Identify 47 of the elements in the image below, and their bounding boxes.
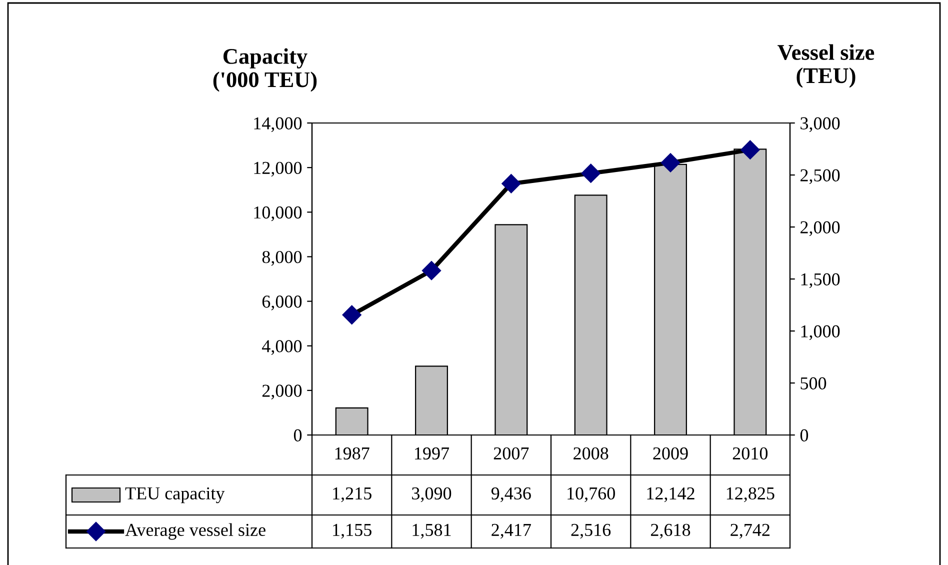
y2-tick-label: 500 xyxy=(800,377,826,390)
bar xyxy=(335,407,368,435)
legend-label: TEU capacity xyxy=(125,487,225,504)
x-tick-label: 2010 xyxy=(732,447,768,460)
point xyxy=(660,153,680,172)
y-axis-title: Capacity ('000 TEU) xyxy=(213,48,317,92)
y-tick-label: 12,000 xyxy=(254,162,302,177)
y2-tick-label: 2,000 xyxy=(800,221,840,236)
x-tick-label: 2007 xyxy=(494,447,529,460)
data-label: 3,090 xyxy=(412,487,452,502)
y2-axis-title: Vessel size (TEU) xyxy=(778,44,874,88)
point xyxy=(342,305,362,324)
point xyxy=(422,261,442,280)
y2-tick-label: 0 xyxy=(800,429,808,442)
data-label: 12,825 xyxy=(726,487,774,502)
data-label: 12,142 xyxy=(647,487,694,502)
x-tick-label: 1987 xyxy=(335,447,370,460)
point xyxy=(581,164,600,183)
y-tick-label: 0 xyxy=(294,429,302,442)
y-tick-label: 4,000 xyxy=(262,340,302,355)
data-label: 2,516 xyxy=(571,524,611,539)
x-tick-label: 1997 xyxy=(415,447,450,460)
point xyxy=(502,174,521,194)
bar xyxy=(415,366,448,435)
y-tick-label: 8,000 xyxy=(262,250,302,266)
data-label: 1,215 xyxy=(333,487,372,502)
bar xyxy=(574,194,608,435)
y2-tick-label: 2,500 xyxy=(800,169,840,184)
y2-tick-label: 1,500 xyxy=(801,273,840,288)
data-label: 10,760 xyxy=(568,487,615,502)
y-tick-label: 10,000 xyxy=(254,206,302,222)
data-label: 2,417 xyxy=(492,524,531,539)
x-tick-label: 2008 xyxy=(574,447,608,460)
data-label: 2,618 xyxy=(650,524,690,539)
y-tick-label: 2,000 xyxy=(262,384,302,400)
bar xyxy=(494,224,528,435)
y-tick-label: 14,000 xyxy=(254,117,302,132)
x-tick-label: 2009 xyxy=(653,447,688,460)
y-tick-label: 6,000 xyxy=(262,296,302,310)
data-label: 9,436 xyxy=(491,487,531,502)
y2-tick-label: 3,000 xyxy=(800,117,840,132)
legend-label: Average vessel size xyxy=(125,523,266,540)
data-label: 2,742 xyxy=(730,524,770,539)
data-label: 1,581 xyxy=(412,524,451,539)
data-label: 1,155 xyxy=(333,524,372,539)
point xyxy=(740,140,760,160)
y2-tick-label: 1,000 xyxy=(801,325,840,340)
